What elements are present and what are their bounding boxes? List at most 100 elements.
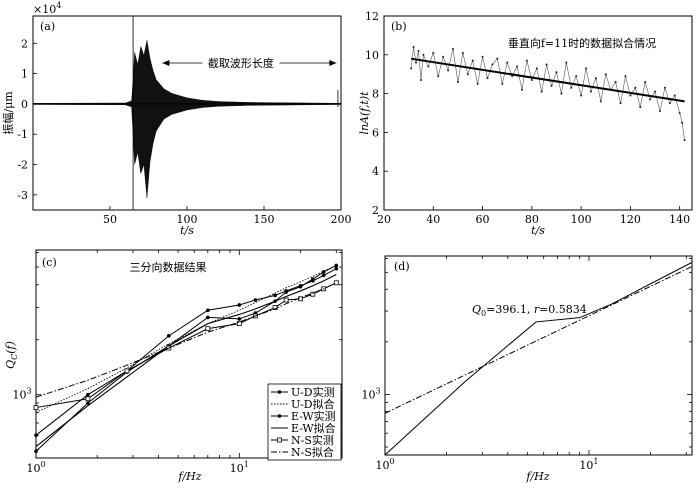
b-data-point <box>486 77 489 80</box>
c-series-line <box>35 274 337 447</box>
b-x-tick-label: 120 <box>620 213 641 226</box>
b-panel-label: (b) <box>391 20 407 33</box>
a-x-axis-label: t/s <box>180 224 194 237</box>
b-data-point <box>604 73 607 76</box>
a-arrow-right-head <box>329 59 337 66</box>
b-data-point <box>451 47 454 50</box>
b-data-point <box>461 51 464 54</box>
b-data-point <box>594 77 597 80</box>
b-data-point <box>520 88 523 91</box>
b-data-point <box>589 90 592 93</box>
c-series-point <box>85 396 91 402</box>
c-x-tick-label-1-exp: 0 <box>40 460 45 469</box>
a-y-tick-label: -3 <box>17 189 28 202</box>
b-y-tick-label: 6 <box>372 126 379 139</box>
b-data-point <box>560 92 563 95</box>
b-data-point <box>555 71 558 74</box>
c-y-tick-label-1000-exp: 3 <box>26 387 31 396</box>
b-x-tick-label: 80 <box>525 213 539 226</box>
b-y-tick-label: 2 <box>372 204 379 217</box>
c-legend-marker <box>277 414 282 418</box>
a-window-arrow <box>162 59 337 66</box>
b-data-point <box>496 57 499 60</box>
b-data-point <box>585 67 588 70</box>
b-data-point <box>410 67 413 70</box>
d-annotation: Q0=396.1, r=0.5834 <box>472 303 587 318</box>
b-data-point <box>599 100 602 103</box>
a-arrow-left-head <box>162 59 170 66</box>
c-series-point <box>205 326 211 332</box>
b-y-tick-label: 4 <box>372 165 379 178</box>
b-data-point <box>668 102 671 105</box>
c-series-point <box>34 449 38 454</box>
c-series-point <box>334 266 339 271</box>
b-data-point <box>511 75 514 78</box>
panel-b: (b) 垂直向f=11时的数据拟合情况 lnA(f,t)t t/s 20 40 60… <box>358 10 693 237</box>
a-y-multiplier: ×104 <box>33 1 61 16</box>
b-data-point <box>644 80 647 83</box>
b-data-point <box>501 82 504 85</box>
a-x-tick-label: 200 <box>331 213 352 226</box>
c-series-point <box>321 273 326 278</box>
b-data-point <box>491 63 494 66</box>
a-plot-frame <box>32 15 342 211</box>
b-data-point <box>540 90 543 93</box>
b-data-point <box>432 51 435 54</box>
b-data-point <box>530 79 533 82</box>
c-y-tick-label-1000: 103 <box>12 387 31 402</box>
b-data-point <box>619 102 622 105</box>
b-x-tick-label: 100 <box>571 213 592 226</box>
c-legend-label: E-W实测 <box>291 409 336 423</box>
b-x-tick-label: 20 <box>377 213 391 226</box>
b-data-point <box>456 80 459 83</box>
b-data-point <box>481 55 484 58</box>
b-data-point <box>565 61 568 64</box>
c-series-point <box>334 263 339 268</box>
c-x-tick-label-1-base: 10 <box>26 462 40 475</box>
b-data-points <box>410 46 686 142</box>
d-y-tick-label-1000: 103 <box>361 386 380 401</box>
c-y-axis-label: QC(f) <box>4 341 19 369</box>
d-ann-q-value: =396.1, <box>486 303 534 316</box>
a-y-tick-label: 2 <box>21 37 28 50</box>
a-ticks: 50 100 150 200 -3 -2 -1 0 1 2 <box>17 37 351 226</box>
b-data-point <box>629 94 632 97</box>
d-ann-r: r <box>534 303 540 316</box>
d-measured-line <box>384 261 693 456</box>
b-ticks: 20 40 60 80 100 120 140 2 4 6 8 10 12 <box>365 10 690 226</box>
b-data-point <box>575 75 578 78</box>
a-waveform <box>32 40 342 198</box>
d-ann-r-value: =0.5834 <box>539 303 587 316</box>
c-series-point <box>86 401 90 405</box>
c-series-point <box>237 303 242 307</box>
b-data-point <box>476 82 479 85</box>
d-plot-frame <box>384 255 693 456</box>
d-y-tick-label-1000-exp: 3 <box>375 386 380 395</box>
b-data-point <box>437 75 440 78</box>
c-series-point <box>236 321 242 327</box>
d-x-tick-label-1-exp: 0 <box>389 457 394 466</box>
c-series-point <box>253 298 258 302</box>
b-data-point <box>427 65 430 68</box>
c-series <box>33 263 339 454</box>
b-data-point <box>466 73 469 76</box>
c-y-axis-subscript: C <box>10 354 19 360</box>
c-series-point <box>34 433 38 437</box>
c-series-point <box>86 392 90 397</box>
a-y-axis-label: 振幅/μm <box>1 91 15 135</box>
c-series-point <box>310 291 316 297</box>
d-series <box>384 261 693 456</box>
a-panel-label: (a) <box>40 20 55 33</box>
b-data-point <box>634 86 637 89</box>
d-ann-q: Q <box>472 303 481 316</box>
b-data-point <box>649 98 652 101</box>
c-x-tick-label-10-exp: 1 <box>244 460 249 469</box>
c-annotation: 三分向数据结果 <box>130 260 207 274</box>
c-series-point <box>206 308 210 313</box>
c-series-line <box>35 282 337 398</box>
c-series-point <box>124 368 130 374</box>
